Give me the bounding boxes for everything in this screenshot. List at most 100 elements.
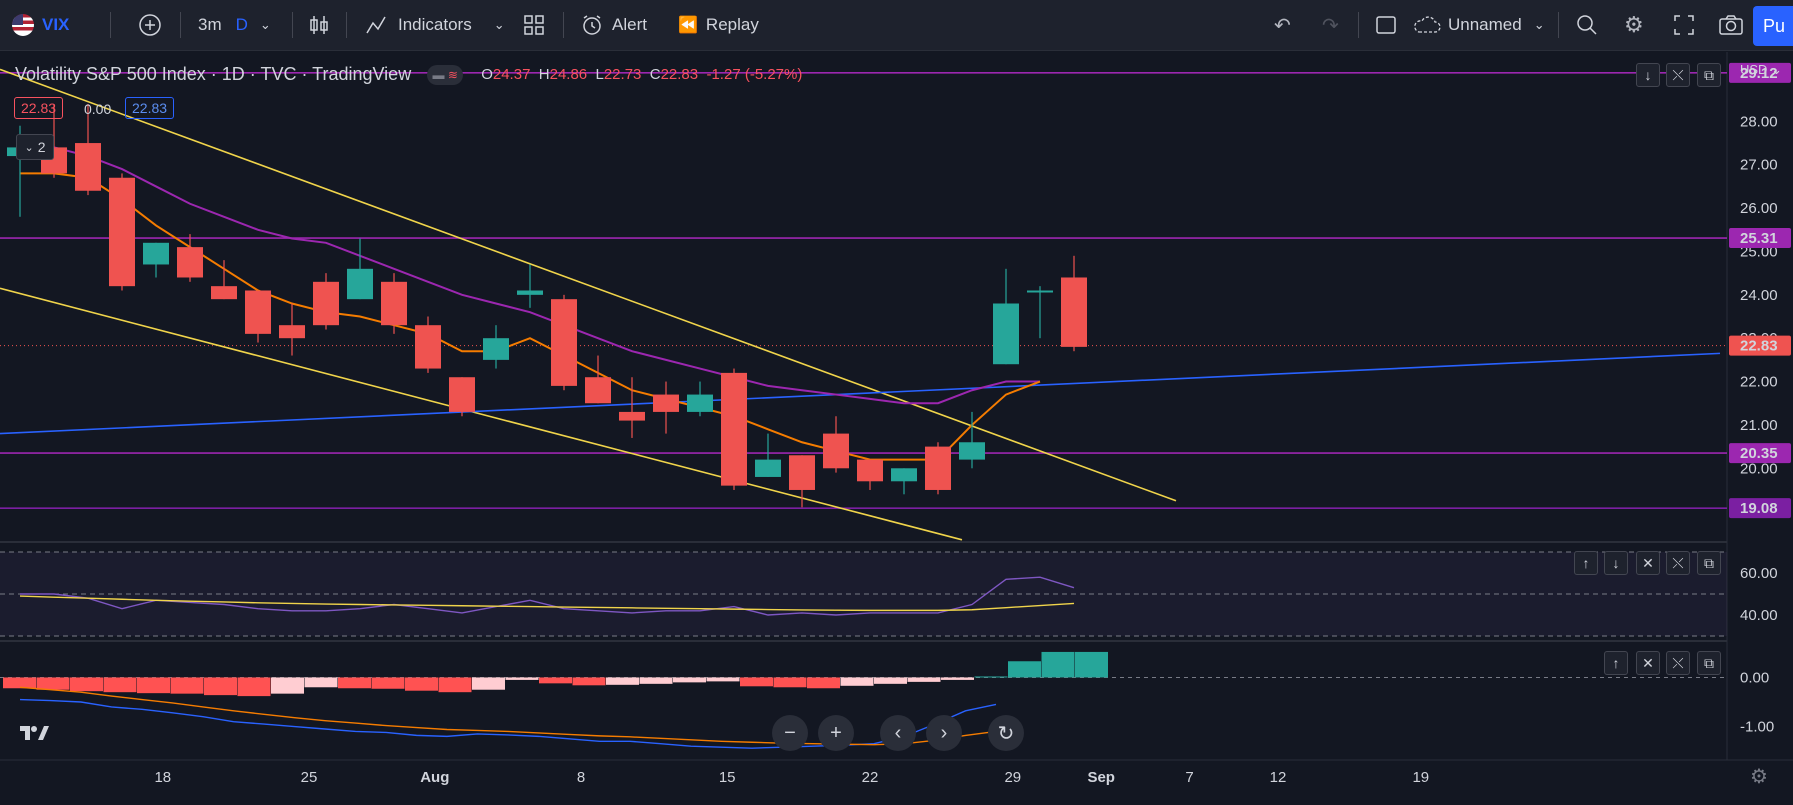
time-axis-label: 29 <box>1004 769 1021 786</box>
level-price-label: 19.08 <box>1740 500 1778 517</box>
scroll-right-icon[interactable]: › <box>926 715 962 751</box>
price-tick-label: 27.00 <box>1740 157 1778 174</box>
macd-up-arrow-icon[interactable]: ↑ <box>1604 651 1628 675</box>
pane-collapse-icon[interactable]: ⤬ <box>1666 63 1690 87</box>
alert-button[interactable]: Alert <box>580 0 647 50</box>
price-tick-label: 26.00 <box>1740 200 1778 217</box>
camera-icon[interactable] <box>1718 0 1744 50</box>
candle-body <box>415 325 441 369</box>
search-icon[interactable] <box>1575 0 1599 50</box>
price-tick-label: 20.00 <box>1740 460 1778 477</box>
reset-chart-icon[interactable]: ↻ <box>988 715 1024 751</box>
indicators-label: Indicators <box>398 15 472 34</box>
level-price-badge <box>1729 498 1791 519</box>
chart-legend: Volatility S&P 500 Index · 1D · TVC · Tr… <box>15 64 802 85</box>
candle-body <box>823 433 849 469</box>
level-price-label: 29.12 <box>1740 65 1778 82</box>
axes: 28.0027.0026.0025.0024.0023.0022.0021.00… <box>154 62 1791 786</box>
tradingview-logo <box>18 722 50 742</box>
price-tick-label: 24.00 <box>1740 287 1778 304</box>
cloud-icon <box>1414 16 1441 33</box>
fullscreen-icon[interactable] <box>1672 0 1696 50</box>
layout-name-button[interactable]: Unnamed ⌄ <box>1412 0 1545 50</box>
price-pane <box>0 68 1727 541</box>
rsi-collapse-icon[interactable]: ⤬ <box>1666 551 1690 575</box>
sell-price-box[interactable]: 22.83 <box>14 97 64 119</box>
macd-collapse-icon[interactable]: ⤬ <box>1666 651 1690 675</box>
rsi-up-arrow-icon[interactable]: ↑ <box>1574 551 1598 575</box>
candle-body <box>211 286 237 300</box>
replay-icon: ⏪ <box>678 17 698 34</box>
collapse-indicators-button[interactable]: ⌄ 2 <box>16 134 54 160</box>
redo-icon[interactable]: ↷ <box>1322 14 1339 37</box>
chevron-down-icon[interactable]: ⌄ <box>259 17 271 32</box>
chevron-down-icon[interactable]: ⌄ <box>493 17 505 32</box>
candle-body <box>143 242 169 265</box>
candles-icon[interactable] <box>308 0 330 50</box>
scroll-left-icon[interactable]: ‹ <box>880 715 916 751</box>
layout-name-label: Unnamed <box>1448 15 1522 34</box>
interval-button[interactable]: 3m D ⌄ <box>198 0 271 50</box>
indicators-button[interactable]: Indicators ⌄ <box>364 0 505 50</box>
macd-histogram-bar <box>405 677 438 691</box>
macd-histogram-bar <box>1041 651 1075 678</box>
high-value: 24.86 <box>549 66 588 83</box>
rsi-pane <box>0 551 1727 637</box>
gear-icon[interactable]: ⚙ <box>1624 12 1644 37</box>
time-axis-label: 22 <box>862 769 879 786</box>
time-axis-label: Sep <box>1087 769 1115 786</box>
level-price-badge <box>1729 443 1791 464</box>
rsi-signal-line <box>19 595 1075 612</box>
time-axis-label: Aug <box>420 769 449 786</box>
us-flag-icon <box>12 14 34 36</box>
publish-label: Pu <box>1763 15 1786 36</box>
open-value: 24.37 <box>492 66 531 83</box>
candle-body <box>449 377 475 412</box>
templates-icon[interactable] <box>522 0 546 50</box>
publish-button[interactable]: Pu <box>1753 6 1793 46</box>
macd-histogram-bar <box>1075 651 1108 678</box>
zoom-out-icon[interactable]: − <box>772 715 808 751</box>
macd-histogram-bar <box>740 677 773 687</box>
macd-histogram-bar <box>505 677 539 680</box>
time-axis-label: 25 <box>301 769 318 786</box>
last-price-badge <box>1729 335 1791 356</box>
rsi-down-arrow-icon[interactable]: ↓ <box>1604 551 1628 575</box>
rsi-maximize-icon[interactable]: ⧉ <box>1697 551 1721 575</box>
candle-body <box>687 394 713 412</box>
macd-histogram-bar <box>606 677 639 685</box>
macd-close-icon[interactable]: ✕ <box>1636 651 1660 675</box>
macd-histogram-bar <box>137 677 170 694</box>
candle-body <box>857 459 883 482</box>
undo-icon[interactable]: ↶ <box>1274 14 1291 37</box>
candle-body <box>1061 277 1087 347</box>
candle-body <box>347 268 373 300</box>
replay-button[interactable]: ⏪ Replay <box>678 0 759 50</box>
pane-maximize-icon[interactable]: ⧉ <box>1697 63 1721 87</box>
square-icon[interactable] <box>1374 0 1398 50</box>
legend-toggle[interactable]: ▬ ≋ <box>427 64 464 85</box>
zoom-in-icon[interactable]: + <box>818 715 854 751</box>
macd-histogram-bar <box>941 677 974 680</box>
time-axis-label: 12 <box>1270 769 1287 786</box>
candle-body <box>925 446 951 490</box>
alert-clock-icon <box>583 15 601 35</box>
macd-histogram-bar <box>907 677 941 682</box>
currency-selector[interactable]: USD ⌄ <box>1740 62 1782 77</box>
rsi-close-icon[interactable]: ✕ <box>1636 551 1660 575</box>
plus-circle-icon[interactable] <box>138 0 162 50</box>
alert-label: Alert <box>612 15 647 34</box>
pane-down-arrow-icon[interactable]: ↓ <box>1636 63 1660 87</box>
time-axis-label: 8 <box>577 769 585 786</box>
macd-tick-label: 0.00 <box>1740 669 1769 686</box>
symbol-search-button[interactable]: VIX <box>12 0 69 50</box>
macd-histogram-bar <box>639 677 673 684</box>
chevron-down-icon[interactable]: ⌄ <box>1533 17 1545 32</box>
time-axis-label: 19 <box>1412 769 1429 786</box>
candle-body <box>789 455 815 490</box>
macd-maximize-icon[interactable]: ⧉ <box>1697 651 1721 675</box>
settings-gear-icon[interactable]: ⚙ <box>1750 766 1768 788</box>
candle-body <box>551 299 577 386</box>
buy-price-box[interactable]: 22.83 <box>125 97 175 119</box>
